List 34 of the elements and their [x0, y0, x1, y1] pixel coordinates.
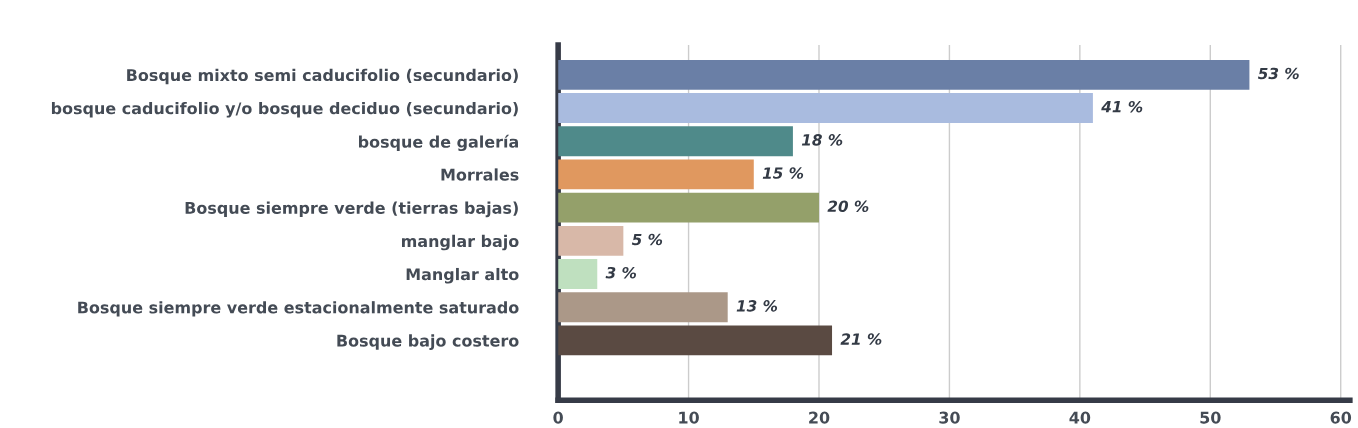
- x-tick-label: 60: [1330, 411, 1352, 424]
- x-tick-label: 50: [1200, 411, 1221, 424]
- y-tick-label: Manglar alto: [406, 267, 519, 284]
- y-tick-label: Bosque siempre verde estacionalmente saturado: [78, 301, 519, 317]
- data-label: 21 %: [840, 333, 882, 345]
- bar: [558, 292, 728, 323]
- data-label: 41 %: [1101, 100, 1143, 113]
- data-label: 3 %: [605, 266, 637, 279]
- bar: [558, 93, 1093, 123]
- y-tick-label: Morrales: [441, 168, 519, 181]
- data-label: 5 %: [631, 233, 663, 246]
- data-label: 20 %: [827, 200, 869, 213]
- y-tick-label: bosque caducifolio y/o bosque deciduo (secundario): [51, 101, 518, 118]
- bar: [558, 59, 1250, 90]
- data-label: 15 %: [762, 167, 804, 179]
- y-tick-label: manglar bajo: [402, 234, 519, 251]
- y-tick-label: Bosque bajo costero: [337, 334, 519, 350]
- data-label: 53 %: [1257, 67, 1299, 80]
- x-tick-label: 10: [679, 411, 699, 424]
- data-label: 18 %: [801, 134, 843, 146]
- x-tick-label: 20: [809, 411, 830, 424]
- bar: [558, 192, 819, 223]
- bar: [558, 126, 793, 157]
- x-tick-label: 30: [939, 411, 960, 424]
- bar: [558, 259, 598, 289]
- data-label: 13 %: [736, 300, 778, 312]
- x-tick-label: 40: [1069, 411, 1091, 424]
- x-tick-label: 0: [553, 411, 563, 424]
- y-tick-label: bosque de galería: [359, 134, 518, 152]
- y-tick-label: Bosque siempre verde (tierras bajas): [185, 201, 518, 218]
- bar: [558, 159, 754, 190]
- bar: [558, 225, 624, 256]
- bar: [558, 325, 833, 356]
- y-tick-label: Bosque mixto semi caducifolio (secundario): [127, 68, 518, 85]
